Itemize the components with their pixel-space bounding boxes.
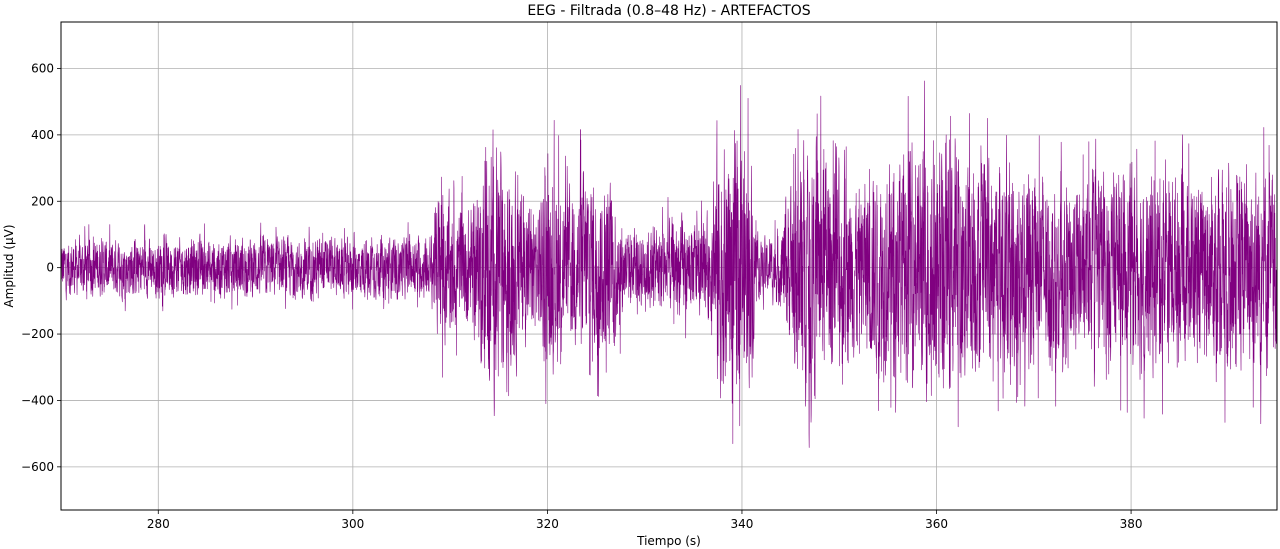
x-tick-label: 300 bbox=[341, 517, 364, 531]
eeg-trace-line bbox=[60, 80, 1278, 448]
y-tick-label: 0 bbox=[46, 261, 54, 275]
x-tick-label: 380 bbox=[1120, 517, 1143, 531]
chart-title: EEG - Filtrada (0.8–48 Hz) - ARTEFACTOS bbox=[527, 3, 810, 19]
y-tick-label: −200 bbox=[21, 327, 54, 341]
y-tick-label: 600 bbox=[31, 61, 54, 75]
y-axis-title: Amplitud (µV) bbox=[2, 224, 16, 307]
trace-layer bbox=[60, 80, 1278, 448]
x-tick-label: 340 bbox=[731, 517, 754, 531]
y-tick-label: −400 bbox=[21, 393, 54, 407]
x-axis-title: Tiempo (s) bbox=[636, 534, 701, 548]
plot-frame bbox=[60, 21, 1278, 511]
x-tick-label: 360 bbox=[925, 517, 948, 531]
y-axis: −600 −400 −200 0 200 400 600 bbox=[21, 61, 61, 474]
x-tick-label: 280 bbox=[147, 517, 170, 531]
y-tick-label: 200 bbox=[31, 194, 54, 208]
y-tick-label: 400 bbox=[31, 128, 54, 142]
x-axis: 280 300 320 340 360 380 bbox=[147, 510, 1143, 531]
y-tick-label: −600 bbox=[21, 460, 54, 474]
x-tick-label: 320 bbox=[536, 517, 559, 531]
